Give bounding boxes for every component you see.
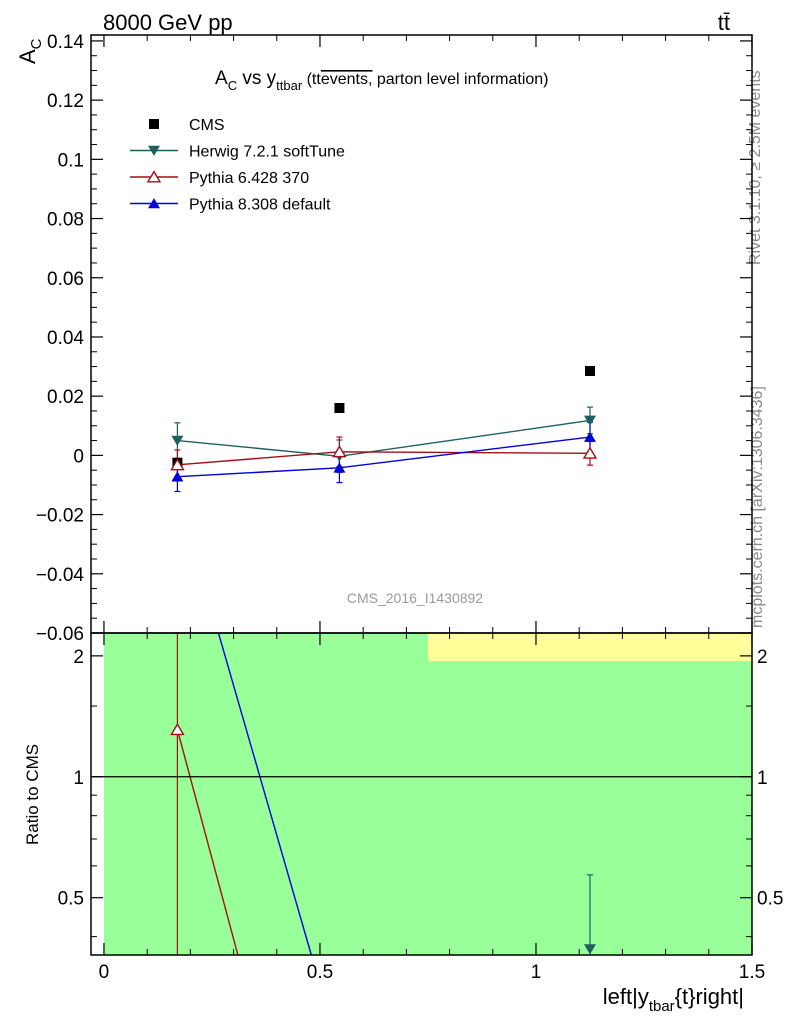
ratio-bands <box>103 633 752 955</box>
point-pythia-8-308-default <box>333 462 346 473</box>
main-y-ticks: 0.14 0.12 0.1 0.08 0.06 0.04 0.02 0 −0.02 −0.04 −0… <box>36 32 752 645</box>
xlabel-sub: tbar <box>649 998 675 1015</box>
y-tick-label: 0.04 <box>47 328 84 349</box>
legend-marker-herwig-7-2-1-softtune <box>148 145 160 156</box>
y-tick-label: 0.1 <box>58 150 84 171</box>
point-pythia-6-428-370 <box>332 445 347 458</box>
ylabel-sub: C <box>28 38 45 49</box>
ratio-y-tick-label-right: 1 <box>757 768 768 789</box>
series-line-herwig-7-2-1-softtune <box>177 419 591 457</box>
legend-marker-cms <box>149 119 159 129</box>
title-paren-rest: parton level information) <box>372 71 548 88</box>
y-tick-label: 0.06 <box>47 269 84 290</box>
y-tick-label: −0.06 <box>36 624 84 645</box>
ratio-data <box>170 632 596 956</box>
ratio-y-label: Ratio to CMS <box>23 744 42 845</box>
ratio-frame <box>90 632 753 956</box>
legend-label-cms: CMS <box>189 117 225 134</box>
point-herwig-7-2-1-softtune <box>583 415 596 426</box>
point-pythia-6-428-370 <box>582 446 598 459</box>
y-tick-label: 0.02 <box>47 387 84 408</box>
title-vs-sub: ttbar <box>276 78 303 93</box>
x-tick-label: 1 <box>531 962 542 983</box>
ylabel-main: A <box>15 49 40 64</box>
main-y-label: AC <box>15 38 45 64</box>
legend-label-pythia-6-428-370: Pythia 6.428 370 <box>189 170 309 187</box>
ratio-line-pythia-6-428-370 <box>176 729 239 956</box>
ratio-yellow-band <box>427 633 752 662</box>
header-right: tt̄ <box>718 10 730 35</box>
y-tick-label: −0.04 <box>36 565 85 586</box>
y-tick-label: 0.12 <box>47 91 84 112</box>
ratio-y-tick-label: 1 <box>73 768 84 789</box>
title-main: A <box>215 68 228 89</box>
main-data <box>170 366 598 493</box>
ratio-y-tick-label-right: 2 <box>757 647 768 668</box>
point-pythia-6-428-370 <box>170 458 185 471</box>
plot-title: AC vs yttbar (ttevents, parton level inf… <box>215 68 549 93</box>
x-ticks: 0 0.5 1 1.5 <box>99 35 765 983</box>
x-tick-label: 0 <box>99 962 110 983</box>
point-pythia-8-308-default <box>583 431 596 442</box>
legend: CMS Herwig 7.2.1 softTune Pythia 6.428 370… <box>130 117 345 214</box>
legend-marker-pythia-6-428-370 <box>146 170 162 183</box>
point-cms <box>334 403 345 414</box>
y-tick-label: 0 <box>73 446 84 467</box>
point-herwig-7-2-1-softtune <box>171 435 184 446</box>
x-axis-label: left|ytbar{t}right| <box>603 984 744 1015</box>
ratio-green-band <box>103 633 752 955</box>
y-tick-label: −0.02 <box>36 506 84 527</box>
y-tick-label: 0.08 <box>47 210 84 231</box>
legend-label-herwig-7-2-1-softtune: Herwig 7.2.1 softTune <box>189 144 345 161</box>
legend-label-pythia-8-308-default: Pythia 8.308 default <box>189 197 331 214</box>
point-pythia-8-308-default <box>171 471 184 482</box>
title-main-sub: C <box>228 78 237 93</box>
watermark: CMS_2016_I1430892 <box>347 590 483 606</box>
x-tick-label: 1.5 <box>739 962 765 983</box>
title-paren-over: events, <box>321 71 373 88</box>
xlabel-post: {t}right| <box>675 984 744 1009</box>
header-left: 8000 GeV pp <box>103 10 233 35</box>
title-paren-open: (tt <box>302 71 321 88</box>
xlabel-pre: left|y <box>603 984 649 1009</box>
ratio-y-tick-label: 2 <box>73 647 84 668</box>
x-tick-label: 0.5 <box>307 962 333 983</box>
y-tick-label: 0.14 <box>47 32 84 53</box>
point-cms <box>584 366 595 377</box>
ratio-y-tick-label: 0.5 <box>58 889 84 910</box>
series-line-pythia-8-308-default <box>177 436 591 478</box>
ratio-point-pythia-6-428-370 <box>170 722 185 736</box>
legend-marker-pythia-8-308-default <box>148 198 160 209</box>
title-vs: vs y <box>237 68 277 89</box>
ratio-point-herwig-7-2-1-softtune <box>583 944 596 955</box>
mcplots-label: mcplots.cern.ch [arXiv:1306.3436] <box>749 386 766 628</box>
ratio-y-tick-label-right: 0.5 <box>757 889 783 910</box>
ratio-line-pythia-8-308-default <box>217 632 313 956</box>
